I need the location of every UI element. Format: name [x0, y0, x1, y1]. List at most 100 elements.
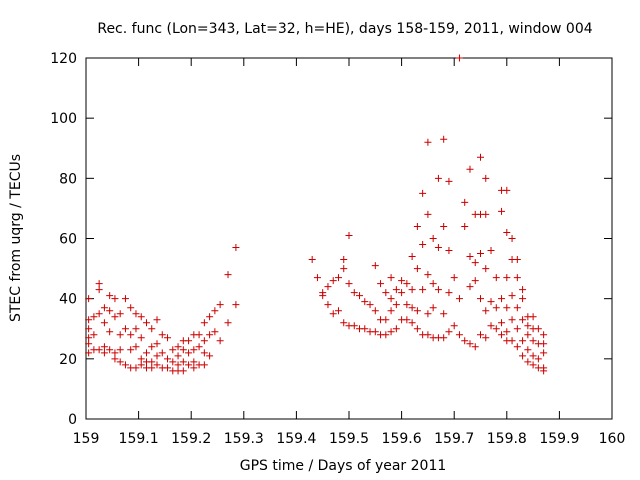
- data-point: [387, 307, 395, 315]
- y-tick-label: 40: [59, 292, 77, 308]
- data-point: [164, 334, 172, 342]
- data-point: [492, 304, 500, 312]
- data-point: [142, 319, 150, 327]
- data-point: [398, 277, 406, 285]
- data-point: [413, 265, 421, 273]
- data-point: [529, 361, 537, 369]
- data-point: [398, 289, 406, 297]
- data-point: [200, 349, 208, 357]
- data-point: [121, 361, 129, 369]
- data-point: [334, 307, 342, 315]
- data-point: [450, 322, 458, 330]
- data-point: [429, 235, 437, 242]
- data-point: [445, 247, 453, 255]
- data-point: [100, 304, 108, 312]
- data-point: [340, 319, 348, 327]
- data-point: [408, 304, 416, 312]
- data-point: [477, 295, 484, 303]
- data-point: [461, 198, 469, 206]
- data-point: [482, 307, 490, 315]
- data-point: [371, 328, 379, 336]
- data-point: [106, 328, 114, 336]
- data-point: [445, 289, 453, 297]
- data-point: [434, 174, 442, 182]
- data-point: [174, 361, 182, 369]
- data-point: [503, 304, 511, 312]
- data-point: [387, 328, 395, 336]
- data-point: [174, 352, 182, 360]
- data-point: [116, 358, 124, 366]
- data-point: [466, 253, 474, 261]
- data-point: [206, 352, 214, 360]
- data-point: [513, 343, 521, 351]
- data-point: [413, 222, 421, 230]
- data-point: [487, 247, 495, 255]
- data-point: [477, 331, 484, 339]
- data-point: [329, 277, 337, 285]
- data-point: [434, 286, 442, 294]
- data-point: [466, 283, 474, 291]
- y-tick-label: 80: [59, 171, 77, 187]
- data-point: [195, 343, 203, 351]
- data-point: [424, 331, 432, 339]
- x-tick-label: 159.2: [171, 431, 211, 447]
- data-point: [190, 358, 198, 366]
- data-point: [232, 244, 240, 252]
- data-point: [482, 334, 490, 342]
- data-point: [313, 274, 321, 282]
- data-point: [148, 343, 156, 351]
- data-point: [319, 292, 327, 300]
- data-point: [85, 349, 93, 357]
- data-point: [361, 325, 369, 333]
- data-point: [455, 295, 463, 303]
- data-point: [450, 274, 458, 282]
- data-point: [540, 367, 548, 375]
- data-point: [324, 301, 332, 309]
- data-point: [211, 328, 219, 336]
- data-point: [153, 340, 161, 348]
- data-point: [419, 286, 427, 294]
- data-point: [85, 340, 93, 348]
- data-point: [487, 322, 495, 330]
- data-point: [137, 313, 145, 321]
- data-point: [540, 349, 548, 357]
- data-point: [361, 298, 369, 306]
- data-point: [158, 349, 166, 357]
- data-point: [142, 349, 150, 357]
- data-point: [216, 337, 224, 345]
- data-point: [440, 310, 448, 318]
- data-point: [466, 340, 474, 348]
- data-point: [148, 364, 156, 372]
- data-point: [392, 301, 400, 309]
- data-point: [440, 334, 448, 342]
- data-point: [132, 364, 140, 372]
- data-point: [179, 367, 187, 375]
- data-point: [95, 286, 103, 294]
- data-point: [498, 295, 506, 303]
- data-point: [524, 346, 532, 354]
- data-point: [513, 274, 521, 282]
- x-axis-ticks: 159 159.1 159.2 159.3 159.4 159.5 159.6 159.7 15…: [73, 58, 625, 447]
- y-tick-label: 120: [50, 51, 77, 67]
- data-point: [513, 325, 521, 333]
- data-point: [498, 207, 506, 215]
- data-point: [429, 304, 437, 312]
- data-point: [371, 307, 379, 315]
- data-point: [137, 355, 145, 363]
- data-point: [392, 286, 400, 294]
- data-point: [403, 301, 411, 309]
- data-point: [387, 295, 395, 303]
- data-point: [85, 325, 93, 333]
- data-point: [529, 337, 537, 345]
- data-point: [519, 286, 527, 294]
- data-point: [519, 352, 527, 360]
- data-point: [95, 346, 103, 354]
- data-point: [164, 364, 172, 372]
- data-point: [445, 328, 453, 336]
- data-point: [524, 322, 532, 330]
- data-point: [482, 174, 490, 182]
- data-point: [466, 165, 474, 173]
- data-point: [534, 355, 542, 363]
- data-point: [382, 316, 390, 324]
